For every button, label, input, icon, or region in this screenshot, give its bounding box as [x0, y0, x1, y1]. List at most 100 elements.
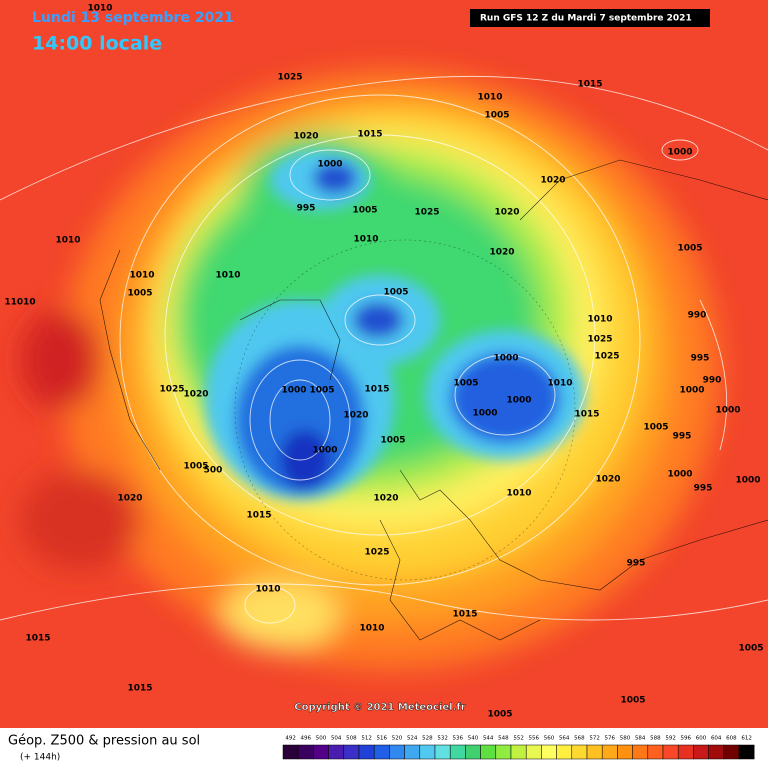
scale-label: 576	[605, 736, 616, 742]
scale-swatch	[434, 744, 451, 760]
pressure-label: 1005	[352, 206, 377, 216]
pressure-label: 1000	[679, 386, 704, 396]
pressure-label: 1000	[735, 476, 760, 486]
scale-label: 596	[681, 736, 692, 742]
scale-label: 492	[285, 736, 296, 742]
pressure-label: 1005	[643, 423, 668, 433]
pressure-label: 995	[627, 559, 646, 569]
pressure-label: 1005	[383, 288, 408, 298]
scale-swatch	[510, 744, 527, 760]
pressure-label: 1020	[343, 411, 368, 421]
scale-label: 568	[574, 736, 585, 742]
scale-label: 516	[377, 736, 388, 742]
pressure-label: 1020	[595, 475, 620, 485]
scale-label: 608	[726, 736, 737, 742]
scale-swatch	[328, 744, 345, 760]
scale-swatch	[586, 744, 603, 760]
scale-swatch	[647, 744, 664, 760]
pressure-label: 1000	[317, 160, 342, 170]
pressure-label: 1025	[364, 548, 389, 558]
scale-swatch	[282, 744, 299, 760]
scale-swatch	[343, 744, 360, 760]
run-info: Run GFS 12 Z du Mardi 7 septembre 2021	[480, 14, 692, 24]
scale-swatch	[495, 744, 512, 760]
pressure-label: 1005	[453, 379, 478, 389]
scale-swatch	[662, 744, 679, 760]
scale-label: 520	[392, 736, 403, 742]
pressure-label: 1025	[594, 352, 619, 362]
scale-swatch	[693, 744, 709, 760]
scale-swatch	[525, 744, 542, 760]
pressure-label: 1010	[255, 585, 280, 595]
pressure-label: 1015	[127, 684, 152, 694]
pressure-label: 1005	[487, 710, 512, 720]
scale-label: 572	[589, 736, 600, 742]
pressure-label: 1010	[129, 271, 154, 281]
isobars	[0, 75, 768, 624]
scale-label: 580	[620, 736, 631, 742]
pressure-label: 1000	[667, 470, 692, 480]
scale-label: 604	[711, 736, 722, 742]
scale-label: 592	[665, 736, 676, 742]
pressure-label: 1000	[281, 386, 306, 396]
pressure-label: 1010	[353, 235, 378, 245]
scale-label: 512	[361, 736, 372, 742]
scale-label: 528	[422, 736, 433, 742]
pressure-label: 1015	[574, 410, 599, 420]
pressure-label: 1020	[494, 208, 519, 218]
pressure-label: 1010	[55, 236, 80, 246]
pressure-label: 1010	[359, 624, 384, 634]
scale-swatch	[313, 744, 329, 760]
scale-swatch	[358, 744, 375, 760]
pressure-label: 1000	[472, 409, 497, 419]
pressure-label: 995	[694, 484, 713, 494]
scale-swatch	[389, 744, 405, 760]
map: 1010 1025 1015 1010 1005 1020 1015 1000 1000 1020…	[0, 0, 768, 728]
pressure-label: 1005	[183, 462, 208, 472]
copyright: Copyright © 2021 Meteociel.fr	[294, 702, 465, 713]
pressure-label: 1020	[183, 390, 208, 400]
pressure-label: 1020	[373, 494, 398, 504]
run-box	[470, 9, 710, 27]
pressure-label: 1015	[246, 511, 271, 521]
pressure-label: 1000	[715, 406, 740, 416]
scale-swatch	[632, 744, 649, 760]
scale-label: 552	[513, 736, 524, 742]
scale-label: 588	[650, 736, 661, 742]
scale-label: 532	[437, 736, 448, 742]
legend-title: Géop. Z500 & pression au sol	[8, 734, 200, 749]
scale-swatch	[404, 744, 421, 760]
pressure-label: 1000	[493, 354, 518, 364]
scale-swatch	[571, 744, 588, 760]
pressure-label: 1005	[127, 289, 152, 299]
pressure-label: 1015	[364, 385, 389, 395]
pressure-label: 1005	[484, 111, 509, 121]
pressure-label: 1015	[357, 130, 382, 140]
pressure-label: 1000	[667, 148, 692, 158]
pressure-label: 11010	[4, 298, 35, 308]
pressure-label: 1025	[277, 73, 302, 83]
scale-swatch	[708, 744, 725, 760]
pressure-label: 995	[691, 354, 710, 364]
pressure-label: 1005	[620, 696, 645, 706]
pressure-label: 995	[673, 432, 692, 442]
scale-label: 500	[316, 736, 327, 742]
pressure-label: 1010	[87, 4, 112, 14]
scale-swatch	[449, 744, 466, 760]
pressure-label: 1015	[25, 634, 50, 644]
scale-label: 564	[559, 736, 570, 742]
coastlines	[99, 159, 768, 641]
scale-swatch	[677, 744, 694, 760]
pressure-label: 1025	[414, 208, 439, 218]
scale-swatch	[601, 744, 618, 760]
pressure-label: 1005	[309, 386, 334, 396]
scale-label: 556	[529, 736, 540, 742]
pressure-label: 1015	[452, 610, 477, 620]
pressure-label: 990	[703, 376, 722, 386]
pressure-label: 500	[204, 466, 223, 476]
scale-label: 600	[696, 736, 707, 742]
pressure-label: 1025	[587, 335, 612, 345]
scale-swatch	[465, 744, 481, 760]
scale-label: 612	[741, 736, 752, 742]
